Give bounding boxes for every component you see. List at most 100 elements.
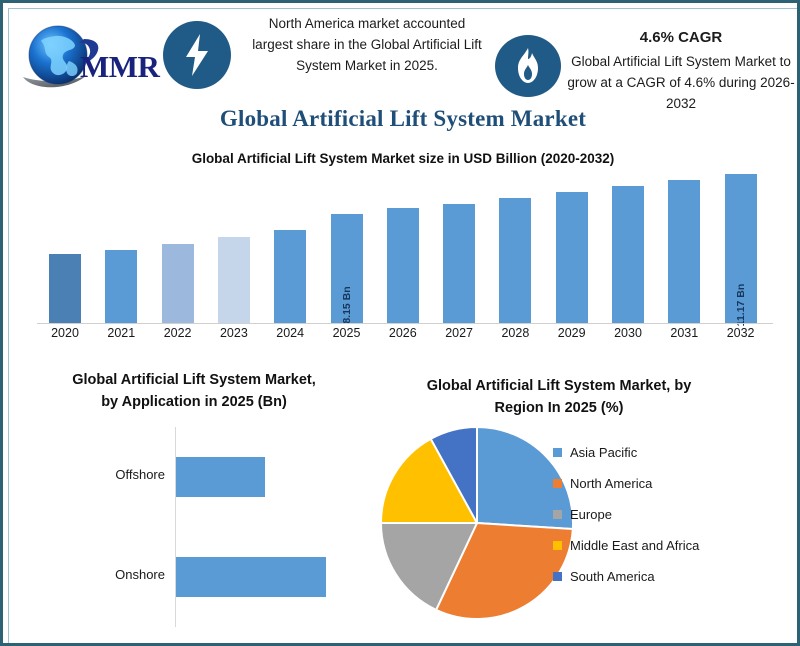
region-pie-chart: Global Artificial Lift System Market, by…: [379, 375, 793, 639]
bar-2023: [217, 237, 250, 323]
bar-2029: [555, 191, 588, 323]
bar-value-label-2032: 11.17 Bn: [734, 283, 747, 327]
flame-glyph: [518, 48, 538, 83]
year-tick-2023: 2023: [219, 326, 248, 340]
legend-label: North America: [570, 476, 653, 491]
application-bar-onshore: [176, 557, 326, 597]
bar-2021: [105, 250, 138, 323]
bar-column-2032: 11.17 Bn: [713, 163, 769, 326]
pie-slice-south-america: [429, 425, 478, 524]
region-legend: Asia Pacific North America Europe Middle Ea…: [553, 437, 789, 592]
legend-row-middle-east-and-africa: Middle East and Africa: [553, 530, 789, 561]
bar-column-2023: [206, 163, 262, 323]
bar-value-label-2025: 8.15 Bn: [340, 286, 353, 324]
header-band: MMR North America market accounted large…: [3, 3, 797, 143]
svg-text:MMR: MMR: [80, 49, 161, 84]
application-title-line1: Global Artificial Lift System Market,: [72, 372, 316, 388]
legend-swatch-icon: [553, 541, 562, 550]
bar-column-2024: [262, 163, 318, 323]
application-axis-line: [175, 427, 176, 627]
bar-2020: [49, 254, 81, 323]
application-chart-title: Global Artificial Lift System Market, by…: [13, 369, 375, 413]
application-bar-offshore: [176, 457, 266, 497]
bar-2026: [386, 207, 419, 323]
legend-row-north-america: North America: [553, 468, 789, 499]
bar-column-2021: [93, 163, 149, 323]
pie-slice-asia-pacific: [476, 425, 574, 531]
bar-2022: [161, 243, 194, 323]
legend-label: Asia Pacific: [570, 445, 638, 460]
legend-row-south-america: South America: [553, 561, 789, 592]
application-bar-chart: Global Artificial Lift System Market, by…: [13, 369, 375, 639]
bar-column-2025: 8.15 Bn: [319, 163, 375, 324]
application-label-onshore: Onshore: [115, 567, 165, 582]
year-tick-2020: 2020: [51, 326, 79, 340]
bar-chart-title: Global Artificial Lift System Market siz…: [191, 151, 615, 166]
year-tick-2032: 2032: [726, 326, 755, 340]
stat-north-america: North America market accounted largest s…: [252, 16, 482, 73]
bar-column-2022: [150, 163, 206, 323]
bar-2031: [668, 179, 701, 323]
mmr-logo: MMR: [17, 17, 163, 99]
page-title: Global Artificial Lift System Market: [219, 106, 587, 131]
legend-label: South America: [570, 569, 655, 584]
bar-column-2030: [600, 163, 656, 323]
flame-icon: [495, 35, 561, 97]
year-tick-2022: 2022: [163, 326, 192, 340]
year-tick-2024: 2024: [276, 326, 305, 340]
year-tick-2021: 2021: [107, 326, 136, 340]
legend-row-europe: Europe: [553, 499, 789, 530]
bar-column-2026: [375, 163, 431, 323]
year-tick-2030: 2030: [614, 326, 642, 340]
application-row-onshore: Onshore: [13, 557, 375, 597]
region-chart-title: Global Artificial Lift System Market, by…: [389, 375, 729, 419]
legend-swatch-icon: [553, 572, 562, 581]
legend-label: Europe: [570, 507, 612, 522]
bar-2025: 8.15 Bn: [330, 214, 363, 324]
bar-2027: [443, 204, 476, 323]
region-title-line1: Global Artificial Lift System Market, by: [426, 378, 692, 394]
bar-2024: [274, 229, 307, 323]
bar-chart-plot-area: 8.15 Bn 11.17 Bn: [37, 163, 769, 326]
bar-chart-axis-line: [37, 323, 773, 324]
inner-frame-border: [8, 8, 797, 643]
bar-column-2029: [544, 163, 600, 323]
bar-column-2028: [487, 163, 543, 323]
bar-column-2031: [656, 163, 712, 323]
legend-label: Middle East and Africa: [570, 538, 700, 553]
lightning-bolt-glyph: [186, 34, 208, 76]
bar-column-2020: [37, 163, 93, 323]
legend-row-asia-pacific: Asia Pacific: [553, 437, 789, 468]
legend-swatch-icon: [553, 479, 562, 488]
bar-2028: [499, 197, 532, 323]
lightning-bolt-icon: [163, 21, 231, 89]
application-label-offshore: Offshore: [115, 467, 165, 482]
pie-slice-middle-east-and-africa: [379, 437, 479, 524]
market-size-bar-chart: Global Artificial Lift System Market siz…: [3, 143, 797, 363]
bar-2030: [612, 185, 644, 323]
bar-chart-year-axis: 2020 2021 2022 2023 2024 2025 2026 2027 2028 2029…: [37, 326, 769, 350]
cagr-description: Global Artificial Lift System Market to …: [567, 54, 795, 111]
region-title-line2: Region In 2025 (%): [494, 400, 624, 416]
pie-slice-north-america: [434, 521, 574, 620]
year-tick-2028: 2028: [501, 326, 530, 340]
globe-swoosh-icon: MMR: [23, 25, 161, 88]
application-title-line2: by Application in 2025 (Bn): [101, 394, 287, 410]
bar-2032: 11.17 Bn: [724, 174, 757, 326]
year-tick-2031: 2031: [670, 326, 699, 340]
cagr-value: 4.6% CAGR: [639, 29, 723, 46]
bar-column-2027: [431, 163, 487, 323]
stat-cagr: 4.6% CAGR Global Artificial Lift System …: [565, 27, 797, 114]
pie-slices: [379, 425, 574, 620]
legend-swatch-icon: [553, 448, 562, 457]
legend-swatch-icon: [553, 510, 562, 519]
year-tick-2025: 2025: [332, 326, 361, 340]
pie-slice-europe: [379, 522, 479, 612]
application-row-offshore: Offshore: [13, 457, 375, 497]
application-plot-area: Offshore Onshore: [13, 427, 375, 627]
year-tick-2029: 2029: [557, 326, 586, 340]
year-tick-2026: 2026: [388, 326, 417, 340]
pie-graphic: [377, 423, 577, 623]
year-tick-2027: 2027: [445, 326, 473, 340]
